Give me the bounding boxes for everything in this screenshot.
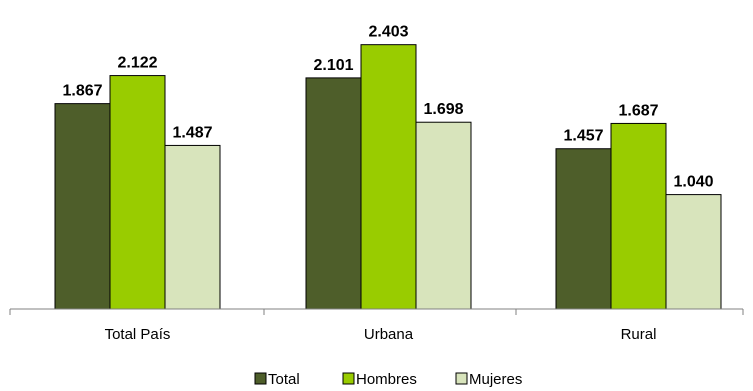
x-axis-ticks	[9, 309, 744, 315]
legend-swatch-total	[254, 372, 267, 385]
x-category-label: Urbana	[364, 326, 414, 343]
x-axis-category-labels: Total País Urbana Rural	[105, 326, 657, 343]
legend-label-hombres: Hombres	[356, 371, 417, 388]
legend-swatch-mujeres	[455, 372, 468, 385]
data-label-total-1: 1.867	[62, 83, 102, 100]
data-label-total-2: 2.101	[313, 57, 353, 74]
bar-mujeres-3	[665, 194, 722, 310]
x-category-label: Total País	[105, 326, 171, 343]
bar-mujeres-1	[164, 144, 221, 310]
bar-hombres-2	[360, 44, 417, 310]
legend-label-total: Total	[268, 371, 300, 388]
data-label-hombres-3: 1.687	[618, 102, 658, 119]
bar-total-3	[555, 148, 612, 310]
legend-swatch-hombres	[342, 372, 355, 385]
data-label-mujeres-2: 1.698	[423, 101, 463, 118]
data-label-mujeres-3: 1.040	[673, 174, 713, 191]
data-label-total-3: 1.457	[563, 128, 603, 145]
data-label-mujeres-1: 1.487	[172, 124, 212, 141]
bar-hombres-3	[610, 122, 667, 310]
bars-layer	[54, 44, 722, 310]
data-labels-layer: 1.867 2.122 1.487 2.101 2.403 1.698 1.457 1.687…	[62, 24, 713, 191]
data-label-hombres-1: 2.122	[117, 55, 157, 72]
legend: Total Hombres Mujeres	[254, 371, 522, 388]
x-category-label: Rural	[621, 326, 657, 343]
bar-total-1	[54, 103, 111, 310]
bar-total-2	[305, 77, 362, 310]
legend-label-mujeres: Mujeres	[469, 371, 522, 388]
bar-hombres-1	[109, 75, 166, 310]
bar-mujeres-2	[415, 121, 472, 310]
data-label-hombres-2: 2.403	[368, 24, 408, 41]
